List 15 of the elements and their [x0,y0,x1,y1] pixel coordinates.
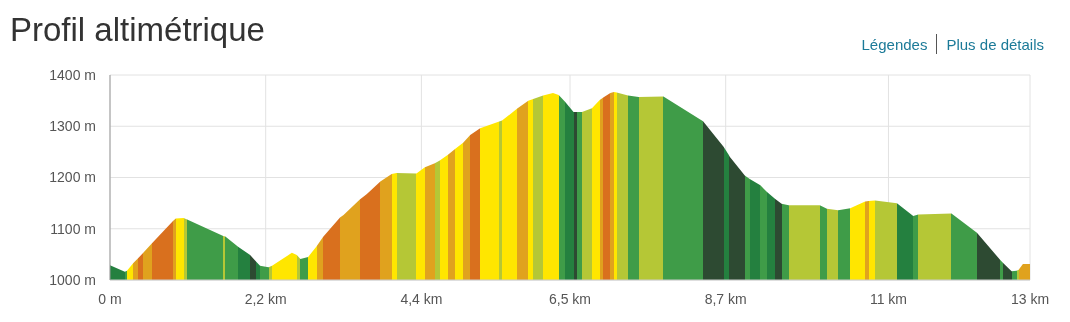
y-tick-label: 1000 m [49,271,96,288]
x-tick-label: 6,5 km [548,290,592,307]
x-tick-label: 11 km [869,290,908,307]
x-tick-label: 2,2 km [244,290,287,307]
y-tick-label: 1300 m [49,118,96,135]
y-tick-label: 1400 m [49,66,96,83]
x-tick-label: 13 km [1010,290,1050,307]
x-tick-label: 4,4 km [400,290,443,307]
y-tick-label: 1100 m [50,220,96,237]
x-tick-label: 0 m [98,290,122,307]
y-tick-label: 1200 m [49,169,96,186]
text: Plus de détails [946,35,1044,53]
chart-title: Profil altimétrique [10,10,265,50]
x-tick-label: 8,7 km [704,290,747,307]
text: Légendes [861,35,928,53]
